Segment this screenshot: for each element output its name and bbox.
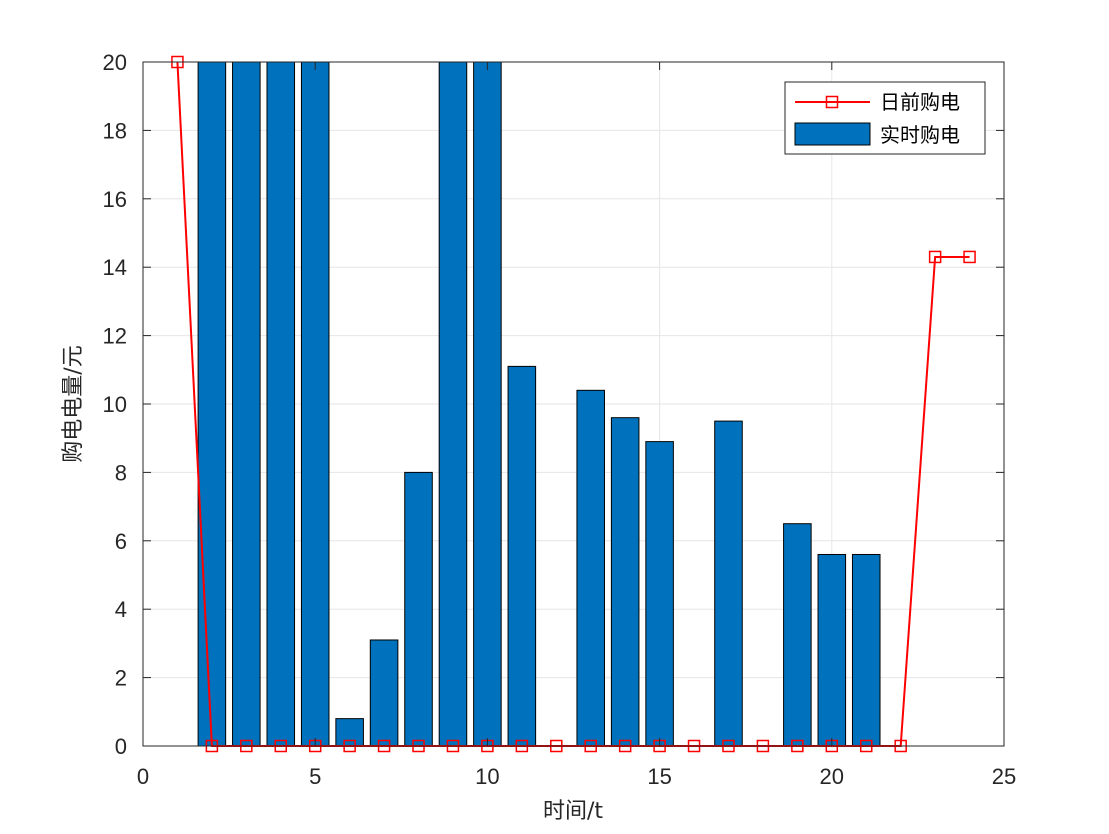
y-tick-label: 2 xyxy=(115,666,127,691)
y-tick-label: 4 xyxy=(115,597,127,622)
bar xyxy=(645,441,674,747)
bar xyxy=(610,417,640,747)
y-axis-label: 购电电量/元 xyxy=(61,345,86,462)
bar xyxy=(300,61,330,747)
y-tick-label: 6 xyxy=(115,529,127,554)
x-tick-label: 25 xyxy=(992,764,1016,789)
y-tick-label: 20 xyxy=(103,50,127,75)
x-tick-label: 15 xyxy=(647,764,671,789)
bar xyxy=(197,61,227,747)
x-tick-label: 10 xyxy=(475,764,499,789)
y-tick-label: 18 xyxy=(103,118,127,143)
bars-series xyxy=(197,61,881,747)
legend-label-dayahead: 日前购电 xyxy=(880,90,960,114)
ticks xyxy=(142,61,1005,747)
legend-line-marker xyxy=(825,95,839,109)
x-tick-label: 20 xyxy=(820,764,844,789)
line-point xyxy=(963,250,976,264)
legend-label-realtime: 实时购电 xyxy=(880,123,960,147)
bar xyxy=(266,61,296,747)
y-tick-label: 8 xyxy=(115,460,127,485)
line-point xyxy=(928,250,942,264)
x-axis-label: 时间/t xyxy=(543,799,603,824)
x-tick-label: 0 xyxy=(137,764,149,789)
bar xyxy=(817,553,847,747)
bar xyxy=(473,61,502,747)
y-tick-label: 12 xyxy=(103,324,127,349)
bar xyxy=(783,523,812,747)
bar xyxy=(335,718,364,747)
bar xyxy=(714,420,743,747)
bar xyxy=(369,639,399,747)
bar xyxy=(438,61,468,747)
bar xyxy=(851,553,881,747)
y-tick-label: 14 xyxy=(103,255,127,280)
bar xyxy=(576,389,605,747)
y-tick-label: 0 xyxy=(115,734,127,759)
y-tick-label: 10 xyxy=(103,392,127,417)
bar xyxy=(507,365,537,747)
y-tick-label: 16 xyxy=(103,187,127,212)
legend-bar-swatch xyxy=(794,122,871,146)
x-tick-label: 5 xyxy=(309,764,321,789)
bar xyxy=(404,471,433,747)
bar xyxy=(232,61,261,747)
tick-labels: 0 5 10 15 20 25 0 2 4 6 8 10 12 14 16 18 20 xyxy=(103,50,1017,789)
legend: 日前购电 实时购电 xyxy=(784,81,986,155)
